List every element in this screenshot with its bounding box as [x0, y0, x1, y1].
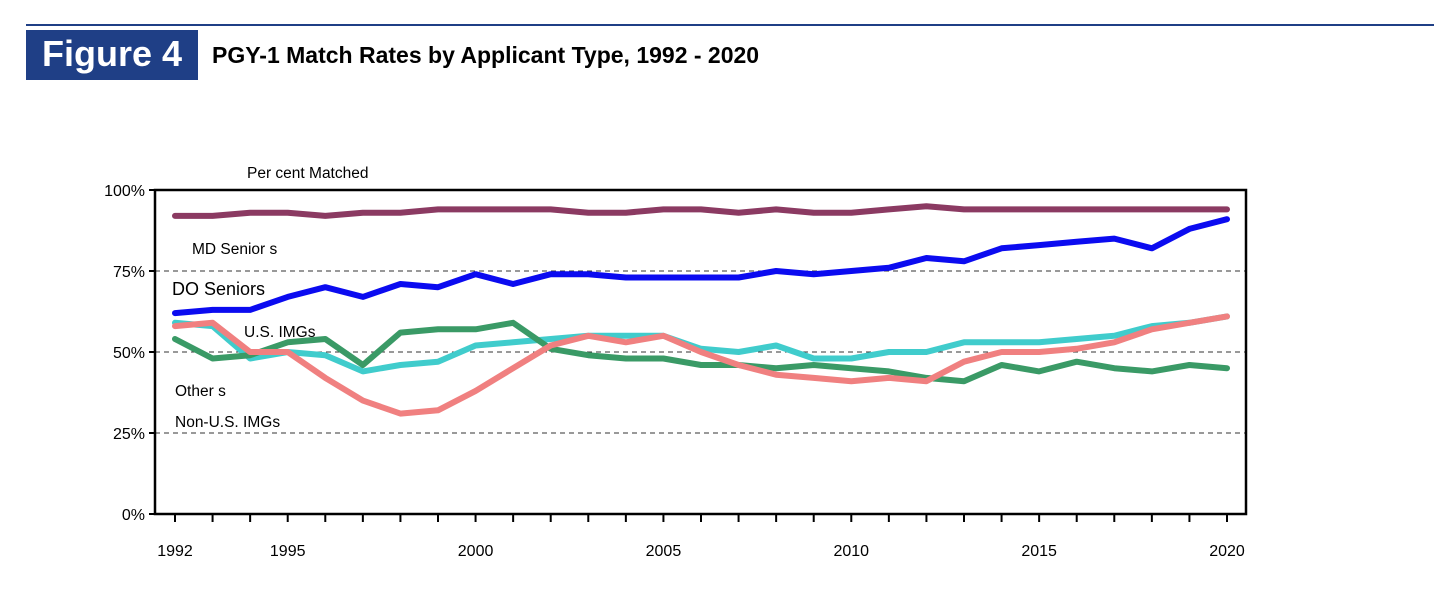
- series-line-do-seniors: [172, 216, 1230, 317]
- series-lines: [172, 203, 1230, 417]
- series-line-md-seniors: [172, 203, 1230, 219]
- y-tick-label: 75%: [113, 264, 145, 281]
- x-tick-label: 2010: [833, 543, 869, 560]
- x-tick-label: 1995: [270, 543, 306, 560]
- x-tick-label: 2000: [458, 543, 494, 560]
- series-line-non-u-s-imgs: [172, 313, 1230, 417]
- x-tick-label: 1992: [157, 543, 193, 560]
- label-md-seniors: MD Senior s: [192, 241, 278, 258]
- y-tick-label: 50%: [113, 345, 145, 362]
- label-us-imgs: U.S. IMGs: [244, 324, 316, 341]
- x-tick-label: 2005: [646, 543, 682, 560]
- y-tick-label: 0%: [122, 507, 145, 524]
- y-tick-label: 25%: [113, 426, 145, 443]
- y-tick-label: 100%: [104, 183, 145, 200]
- label-non-us-imgs: Non-U.S. IMGs: [175, 414, 280, 431]
- figure-label-badge: Figure 4: [26, 30, 198, 80]
- x-axis: 1992 1995 2000 2005 2010 2015 2020: [157, 514, 1245, 560]
- x-tick-label: 2020: [1209, 543, 1245, 560]
- y-axis: 0% 25% 50% 75% 100%: [104, 183, 155, 524]
- label-do-seniors: DO Seniors: [172, 279, 265, 299]
- header-rule: [26, 24, 1434, 26]
- series-line-others: [172, 319, 1230, 385]
- label-others: Other s: [175, 383, 226, 400]
- x-tick-label: 2015: [1021, 543, 1057, 560]
- figure-title: PGY-1 Match Rates by Applicant Type, 199…: [212, 42, 760, 68]
- y-axis-caption: Per cent Matched: [247, 165, 368, 182]
